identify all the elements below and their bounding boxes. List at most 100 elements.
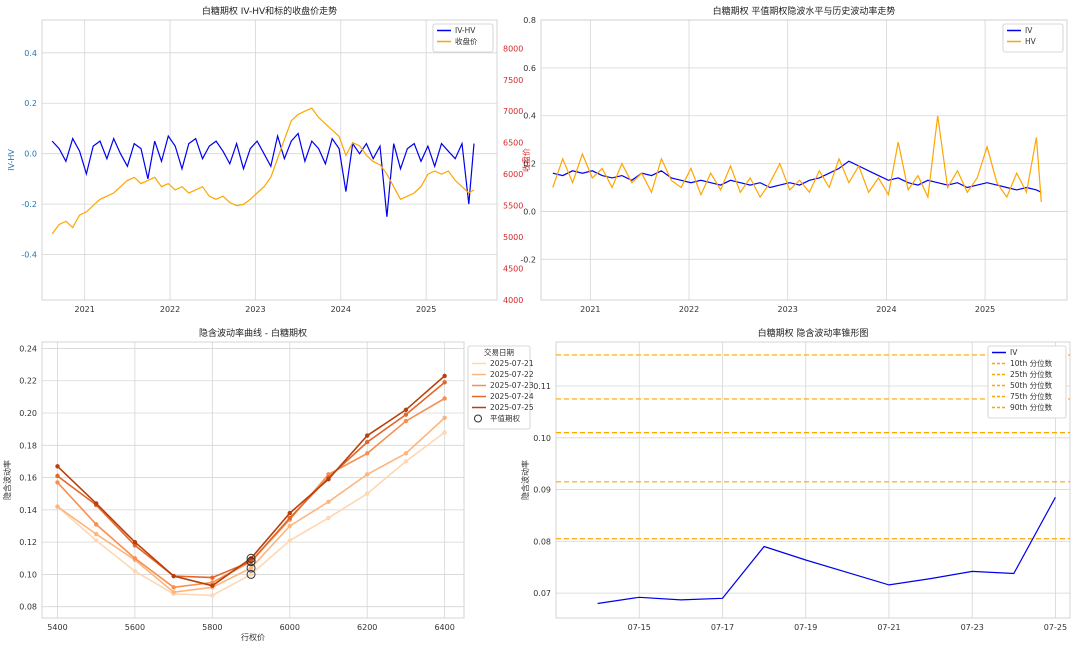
series-point: [132, 568, 138, 574]
x-tick-label: 07-15: [628, 623, 651, 632]
legend-label: IV: [1010, 348, 1018, 357]
legend-label: 25th 分位数: [1010, 369, 1053, 379]
x-tick-label: 2024: [876, 305, 896, 314]
y-tick-label: 0.10: [533, 434, 551, 443]
y2-tick-label: 7000: [503, 107, 523, 116]
x-tick-label: 2024: [331, 305, 351, 314]
x-tick-label: 07-25: [1044, 623, 1067, 632]
atm-marker: [246, 563, 256, 573]
legend-label: 2025-07-22: [490, 370, 534, 379]
x-tick-label: 07-19: [794, 623, 817, 632]
series-point: [365, 433, 370, 438]
x-tick-label: 07-17: [711, 623, 734, 632]
y-tick-label: 0.14: [19, 506, 37, 515]
legend-label: 90th 分位数: [1010, 402, 1053, 412]
legend-title: 交易日期: [484, 347, 514, 357]
series-point: [442, 396, 447, 401]
series-point: [55, 504, 60, 509]
y-tick-label: 0.6: [523, 64, 536, 73]
series-line: [56, 431, 446, 597]
y2-tick-label: 8000: [503, 44, 523, 53]
x-tick-label: 6000: [280, 623, 300, 632]
chart-panel-2: 2021 2022 2023 2024 2025 -0.2 0.0 0.2 0.4 0.6 0.8 白…: [520, 5, 1068, 314]
series-line: [57, 381, 446, 579]
x-tick-label: 6200: [357, 623, 377, 632]
legend-label: 2025-07-25: [490, 403, 534, 412]
series-point: [132, 539, 138, 545]
y-tick-label: 0.2: [24, 99, 37, 108]
series-point: [365, 472, 370, 477]
series-point: [248, 572, 254, 577]
x-tick-label: 2022: [160, 305, 180, 314]
legend-box: [987, 345, 1067, 419]
chart-title: 白糖期权 平值期权隐波水平与历史波动率走势: [713, 5, 896, 17]
legend-marker: [474, 414, 482, 423]
y2-axis-label: 收盘价: [521, 148, 531, 172]
legend-label: IV: [1025, 26, 1033, 35]
series-point: [442, 373, 447, 379]
y-tick-label: 0.0: [24, 150, 37, 159]
series-point: [132, 556, 138, 561]
series-point: [442, 430, 447, 435]
x-tick-label: 2025: [416, 305, 436, 314]
y2-tick-label: 7500: [503, 76, 523, 85]
x-tick-label: 6400: [434, 623, 454, 632]
y-tick-label: 0.07: [533, 589, 551, 598]
x-tick-label: 5800: [202, 623, 222, 632]
series-point: [403, 412, 409, 417]
legend-label: 收盘价: [455, 36, 478, 46]
y-tick-label: 0.09: [533, 486, 551, 495]
legend-label: 2025-07-21: [490, 359, 534, 368]
chart-title: 白糖期权 隐含波动率锥形图: [758, 327, 869, 339]
legend: 交易日期 2025-07-21 2025-07-22 2025-07-23 2025-0…: [467, 345, 534, 430]
legend: IV HV: [1002, 23, 1064, 53]
y-tick-label: 0.10: [19, 570, 37, 579]
legend-label: 2025-07-24: [490, 392, 534, 401]
y-axis-label: IV-HV: [7, 149, 16, 171]
chart-panel-4: 07-15 07-17 07-19 07-21 07-23 07-25 0.07 0.08 0.…: [520, 327, 1071, 632]
series-point: [442, 380, 447, 385]
plot-frame: [41, 19, 498, 301]
series-line: [552, 115, 1042, 202]
plot-frame: [555, 341, 1071, 619]
series-point: [326, 476, 331, 482]
y-tick-label: 0.4: [523, 112, 536, 121]
y2-tick-label: 5000: [503, 233, 523, 242]
series-point: [403, 418, 409, 424]
series-point: [365, 439, 370, 445]
series-point: [287, 538, 292, 543]
plot-frame: [540, 19, 1068, 301]
series-point: [403, 459, 409, 464]
y-tick-label: 0.0: [523, 207, 536, 216]
x-tick-label: 2021: [75, 305, 95, 314]
x-tick-label: 2022: [679, 305, 699, 314]
series-point: [55, 473, 60, 479]
y-tick-label: 0.2: [523, 160, 536, 169]
atm-marker: [246, 557, 256, 567]
x-tick-label: 5600: [125, 623, 145, 632]
series-point: [94, 538, 99, 543]
x-tick-label: 07-23: [961, 623, 984, 632]
y-tick-label: 0.22: [19, 377, 37, 386]
y-tick-label: 0.11: [533, 382, 551, 391]
x-tick-label: 2025: [975, 305, 995, 314]
series-point: [326, 515, 331, 521]
series-point: [55, 480, 60, 485]
series-point: [94, 531, 99, 537]
chart-title: 白糖期权 IV-HV和标的收盘价走势: [202, 5, 337, 17]
y-axis-label: 隐含波动率: [520, 460, 530, 500]
series-point: [365, 491, 370, 496]
series-line: [51, 107, 475, 235]
y-tick-label: 0.24: [19, 344, 37, 353]
series-point: [210, 583, 215, 588]
atm-marker: [246, 553, 256, 563]
legend-label: 2025-07-23: [490, 381, 534, 390]
y-tick-label: 0.18: [19, 441, 37, 450]
x-tick-label: 2023: [778, 305, 798, 314]
series-point: [171, 589, 176, 595]
y2-tick-label: 4500: [503, 265, 523, 274]
series-point: [365, 451, 370, 456]
legend-label: 10th 分位数: [1010, 358, 1053, 368]
